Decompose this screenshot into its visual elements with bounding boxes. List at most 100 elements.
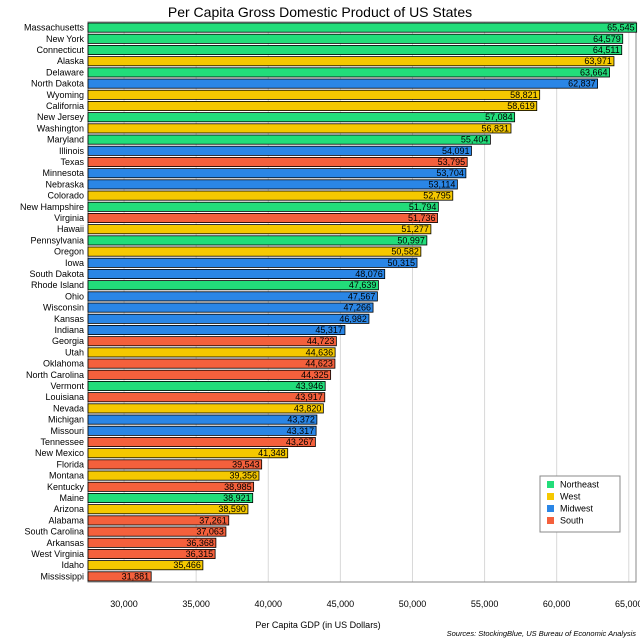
bar [87,358,336,369]
bar [87,324,346,335]
bar [87,280,379,291]
bar [87,380,326,391]
value-label: 54,091 [442,146,470,156]
value-label: 56,831 [481,123,509,133]
bar [87,22,638,33]
value-label: 58,619 [507,101,535,111]
value-label: 64,579 [593,34,621,44]
state-label: Missouri [50,426,84,436]
x-tick-label: 50,000 [399,599,427,609]
state-label: Illinois [59,146,85,156]
state-label: Florida [56,459,84,469]
bar [87,459,263,470]
state-label: Idaho [61,560,84,570]
x-tick-label: 65,000 [615,599,640,609]
bar [87,481,255,492]
bar [87,201,439,212]
value-label: 57,084 [485,112,513,122]
bar [87,436,316,447]
value-label: 65,545 [607,23,635,33]
value-label: 44,325 [301,370,329,380]
bar [87,33,624,44]
bar [87,403,324,414]
x-axis-label: Per Capita GDP (in US Dollars) [255,620,380,630]
bar [87,336,337,347]
state-label: Arizona [53,504,84,514]
value-label: 35,466 [173,560,201,570]
bar [87,224,432,235]
value-label: 45,317 [315,325,343,335]
value-label: 38,985 [224,482,252,492]
bar [87,190,454,201]
bar [87,313,370,324]
bar [87,78,598,89]
bar [87,537,217,548]
state-label: New Jersey [37,112,85,122]
state-label: Utah [65,347,84,357]
value-label: 50,315 [387,258,415,268]
value-label: 43,317 [287,426,315,436]
legend-swatch [547,505,554,512]
bar [87,179,458,190]
value-label: 50,997 [397,235,425,245]
bar [87,145,472,156]
state-label: Massachusetts [24,23,85,33]
value-label: 50,582 [391,247,419,257]
legend-swatch [547,517,554,524]
state-label: Michigan [48,415,84,425]
bar [87,291,378,302]
value-label: 39,543 [232,459,260,469]
bar [87,347,336,358]
value-label: 44,636 [306,347,334,357]
state-label: Minnesota [42,168,84,178]
bar [87,492,254,503]
legend-swatch [547,481,554,488]
bar [87,235,428,246]
value-label: 53,704 [436,168,464,178]
value-label: 43,820 [294,403,322,413]
source-note: Sources: StockingBlue, US Bureau of Econ… [447,629,637,638]
value-label: 46,982 [339,314,367,324]
value-label: 47,639 [349,280,377,290]
state-label: South Dakota [29,269,84,279]
legend-label: Northeast [560,480,600,490]
value-label: 52,795 [423,191,451,201]
bar [87,56,615,67]
x-tick-label: 35,000 [182,599,210,609]
value-label: 62,837 [568,79,596,89]
state-label: Kentucky [47,482,85,492]
value-label: 47,567 [348,291,376,301]
value-label: 63,971 [584,56,612,66]
state-label: Colorado [47,191,84,201]
value-label: 51,736 [408,213,436,223]
bar [87,448,289,459]
bar [87,369,332,380]
bar [87,212,438,223]
bars-group [87,22,638,582]
value-label: 43,267 [286,437,314,447]
bar [87,246,422,257]
x-axis-ticks: 30,000 35,000 40,000 45,000 50,000 55,000 60,0… [110,599,640,609]
value-label: 43,946 [296,381,324,391]
state-label: West Virginia [31,549,84,559]
state-label: New Hampshire [20,202,84,212]
state-label: Nebraska [45,179,84,189]
bar [87,504,249,515]
x-tick-label: 60,000 [543,599,571,609]
state-label: Wyoming [47,90,84,100]
value-label: 58,821 [510,90,538,100]
x-tick-label: 30,000 [110,599,138,609]
state-label: Maine [59,493,84,503]
plot-frame [87,21,637,583]
state-label: Ohio [65,291,84,301]
bar [87,392,326,403]
legend-label: South [560,516,584,526]
value-label: 43,372 [287,415,315,425]
value-label: 53,114 [429,179,456,189]
state-label: Connecticut [36,45,84,55]
state-label: Kansas [54,314,85,324]
bar [87,526,227,537]
